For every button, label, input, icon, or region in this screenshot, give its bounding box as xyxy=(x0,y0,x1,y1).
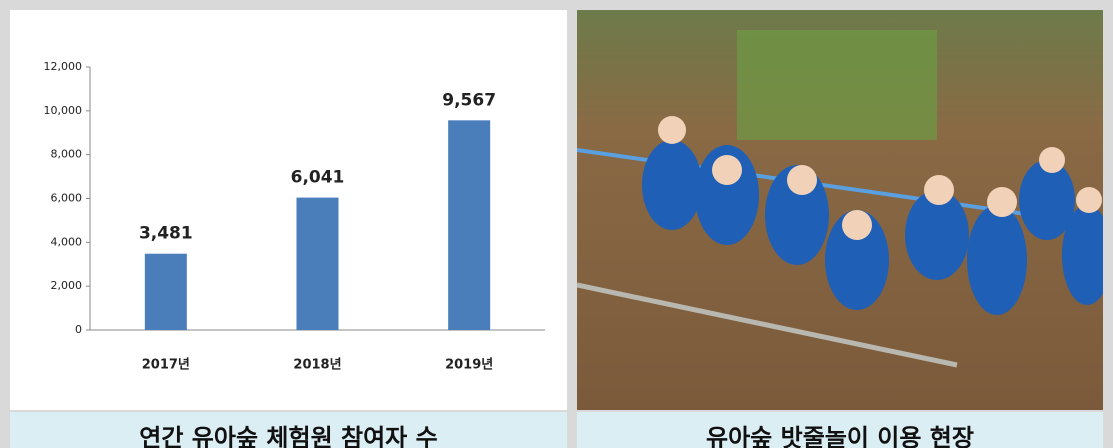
caption: 유아숲 밧줄놀이 이용 현장 xyxy=(577,412,1103,448)
x-tick-label: 2017년 xyxy=(142,358,190,373)
value-label: 6,041 xyxy=(291,168,345,188)
chart: 0 2,000 4,000 6,000 8,000 10,000 12,000 2017년 3,… xyxy=(10,10,567,410)
y-tick-label: 0 xyxy=(75,323,82,336)
value-label: 9,567 xyxy=(442,90,496,110)
bar xyxy=(448,120,490,330)
page: 0 2,000 4,000 6,000 8,000 10,000 12,000 2017년 3,… xyxy=(0,0,1113,448)
x-tick-label: 2018년 xyxy=(293,358,341,373)
bar xyxy=(145,254,187,330)
photo xyxy=(577,10,1103,410)
y-tick-label: 12,000 xyxy=(44,60,83,73)
bar xyxy=(297,198,339,330)
x-tick-label: 2019년 xyxy=(445,358,493,373)
y-tick-label: 8,000 xyxy=(51,148,83,161)
y-tick-label: 6,000 xyxy=(51,192,83,205)
caption: 연간 유아숲 체험원 참여자 수 xyxy=(10,412,567,448)
y-tick-label: 10,000 xyxy=(44,104,83,117)
y-tick-label: 4,000 xyxy=(51,235,83,248)
value-label: 3,481 xyxy=(139,224,193,244)
y-tick-label: 2,000 xyxy=(51,279,83,292)
